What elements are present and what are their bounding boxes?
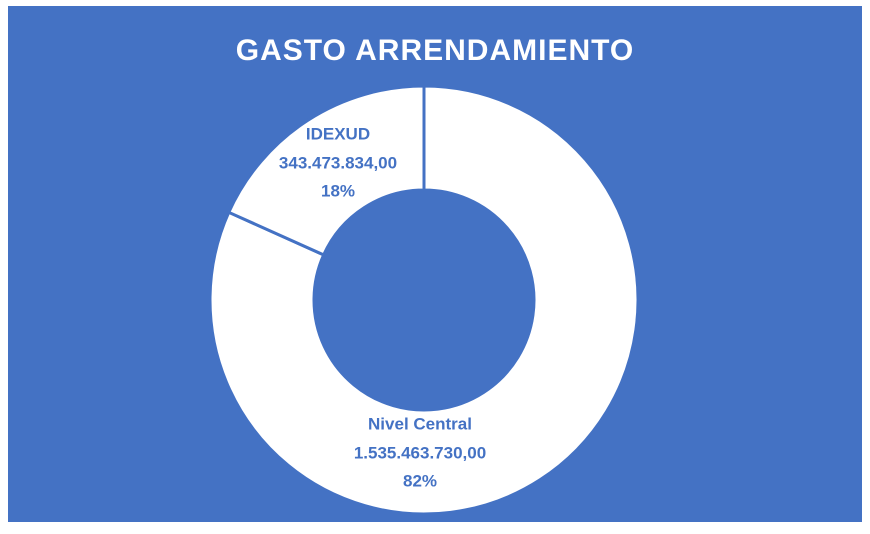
slice-percent-label: 82% (403, 471, 437, 490)
donut-slice (208, 84, 640, 516)
slice-percent-label: 18% (321, 181, 355, 200)
donut-slice (226, 84, 426, 257)
slice-value-label: 343.473.834,00 (279, 153, 397, 172)
slice-category-label: IDEXUD (306, 124, 370, 143)
slice-value-label: 1.535.463.730,00 (354, 443, 486, 462)
chart-title: GASTO ARRENDAMIENTO (236, 34, 634, 67)
slice-category-label: Nivel Central (368, 414, 472, 433)
